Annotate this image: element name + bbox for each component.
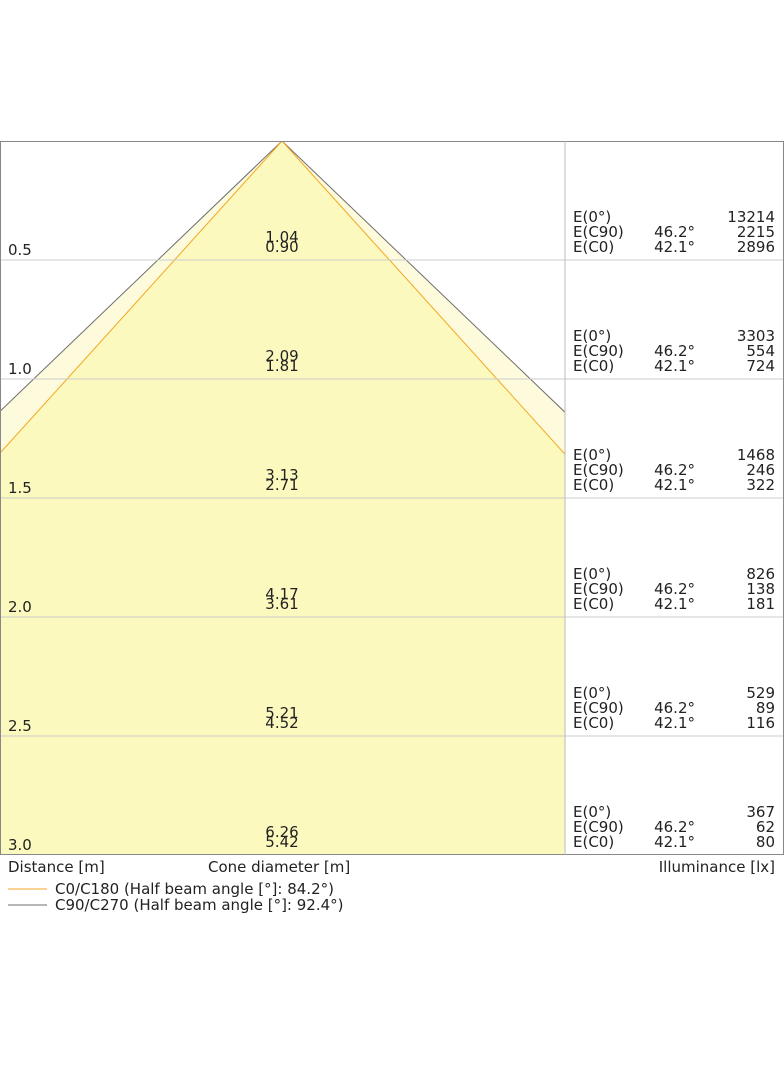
angle-c0: 42.1° <box>654 595 695 613</box>
e0-label: E(0°) <box>573 446 611 464</box>
e0-label: E(0°) <box>573 803 611 821</box>
distance-header: Distance [m] <box>8 858 105 876</box>
ec0-label: E(C0) <box>573 714 614 732</box>
e0-label: E(0°) <box>573 684 611 702</box>
ec90-value: 62 <box>756 818 775 836</box>
diameter-c90: 3.13 <box>265 466 298 484</box>
e0-value: 529 <box>746 684 775 702</box>
ec0-value: 116 <box>746 714 775 732</box>
ec90-value: 246 <box>746 461 775 479</box>
e0-value: 1468 <box>737 446 775 464</box>
angle-c0: 42.1° <box>654 714 695 732</box>
diameter-c0: 2.71 <box>265 476 298 494</box>
e0-label: E(0°) <box>573 208 611 226</box>
ec0-label: E(C0) <box>573 595 614 613</box>
angle-c90: 46.2° <box>654 818 695 836</box>
ec0-label: E(C0) <box>573 476 614 494</box>
ec0-value: 80 <box>756 833 775 851</box>
angle-c90: 46.2° <box>654 699 695 717</box>
angle-c0: 42.1° <box>654 476 695 494</box>
diameter-c0: 1.81 <box>265 357 298 375</box>
angle-c90: 46.2° <box>654 342 695 360</box>
ec90-label: E(C90) <box>573 223 624 241</box>
angle-c0: 42.1° <box>654 357 695 375</box>
ec90-label: E(C90) <box>573 818 624 836</box>
ec90-value: 2215 <box>737 223 775 241</box>
ec90-label: E(C90) <box>573 461 624 479</box>
angle-c0: 42.1° <box>654 238 695 256</box>
ec90-value: 554 <box>746 342 775 360</box>
distance-label: 3.0 <box>8 836 32 854</box>
diameter-c90: 5.21 <box>265 704 298 722</box>
illuminance-header: Illuminance [lx] <box>659 858 775 876</box>
angle-c0: 42.1° <box>654 833 695 851</box>
ec0-label: E(C0) <box>573 833 614 851</box>
angle-c90: 46.2° <box>654 461 695 479</box>
grid <box>0 259 784 737</box>
distance-label: 1.5 <box>8 479 32 497</box>
ec90-value: 89 <box>756 699 775 717</box>
distance-label: 2.0 <box>8 598 32 616</box>
ec90-label: E(C90) <box>573 342 624 360</box>
diameter-c0: 3.61 <box>265 595 298 613</box>
ec90-label: E(C90) <box>573 580 624 598</box>
angle-c90: 46.2° <box>654 223 695 241</box>
ec0-value: 2896 <box>737 238 775 256</box>
e0-value: 826 <box>746 565 775 583</box>
ec90-value: 138 <box>746 580 775 598</box>
diameter-c90: 4.17 <box>265 585 298 603</box>
ec0-value: 181 <box>746 595 775 613</box>
ec0-label: E(C0) <box>573 357 614 375</box>
ec0-label: E(C0) <box>573 238 614 256</box>
diameter-c0: 4.52 <box>265 714 298 732</box>
e0-value: 367 <box>746 803 775 821</box>
e0-value: 13214 <box>727 208 775 226</box>
diameter-c90: 6.26 <box>265 823 298 841</box>
cone-header: Cone diameter [m] <box>208 858 350 876</box>
distance-label: 0.5 <box>8 241 32 259</box>
diameter-c0: 0.90 <box>265 238 298 256</box>
diameter-c90: 2.09 <box>265 347 298 365</box>
e0-label: E(0°) <box>573 565 611 583</box>
distance-label: 1.0 <box>8 360 32 378</box>
e0-value: 3303 <box>737 327 775 345</box>
ec0-value: 724 <box>746 357 775 375</box>
diameter-c90: 1.04 <box>265 228 298 246</box>
ec90-label: E(C90) <box>573 699 624 717</box>
diameter-c0: 5.42 <box>265 833 298 851</box>
legend-label: C90/C270 (Half beam angle [°]: 92.4°) <box>55 896 344 914</box>
legend-label: C0/C180 (Half beam angle [°]: 84.2°) <box>55 880 334 898</box>
angle-c90: 46.2° <box>654 580 695 598</box>
ec0-value: 322 <box>746 476 775 494</box>
e0-label: E(0°) <box>573 327 611 345</box>
distance-label: 2.5 <box>8 717 32 735</box>
